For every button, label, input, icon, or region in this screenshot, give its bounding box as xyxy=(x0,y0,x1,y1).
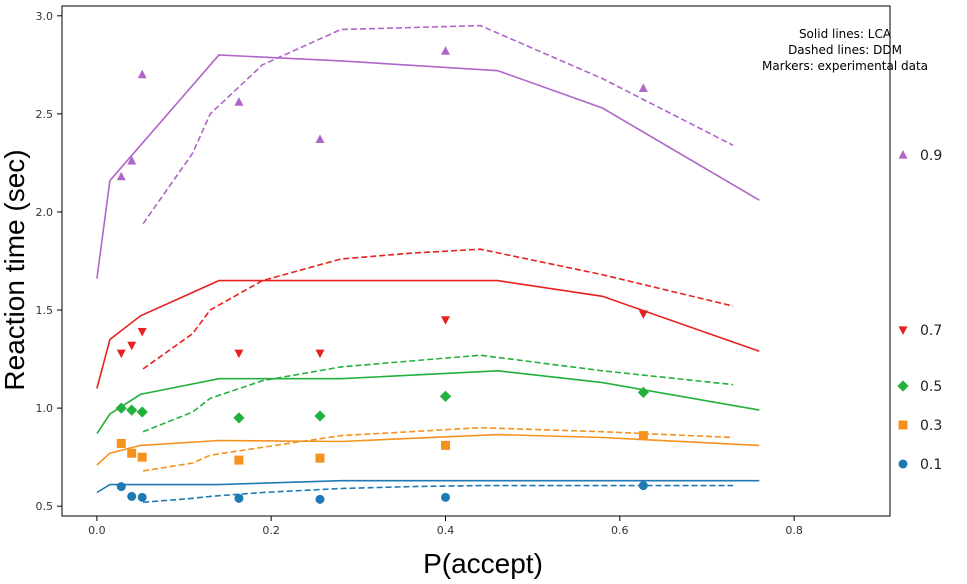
series-0.1 xyxy=(96,479,760,504)
x-axis-label: P(accept) xyxy=(423,548,543,579)
annotation-line: Solid lines: LCA xyxy=(799,27,892,41)
ddm-line xyxy=(142,354,734,433)
data-point xyxy=(233,412,245,424)
data-point xyxy=(234,493,244,503)
data-point xyxy=(127,341,137,351)
data-point xyxy=(638,83,648,92)
lca-line xyxy=(96,54,760,279)
data-point xyxy=(137,452,147,462)
data-point xyxy=(638,431,648,441)
x-axis-ticks: 0.0 0.2 0.4 0.6 0.8 xyxy=(88,516,803,537)
data-point xyxy=(234,455,244,465)
legend-marker xyxy=(898,150,908,159)
data-point xyxy=(440,440,450,450)
lca-line xyxy=(96,433,760,466)
data-point xyxy=(440,316,450,325)
annotation-line: Markers: experimental data xyxy=(762,59,928,73)
data-point xyxy=(439,390,452,402)
x-tick-label: 0.6 xyxy=(611,524,629,537)
data-point xyxy=(116,482,126,492)
data-point xyxy=(137,492,147,502)
plot-frame xyxy=(61,5,891,517)
legend-marker xyxy=(898,326,908,335)
ddm-line xyxy=(142,24,734,225)
y-tick-label: 0.5 xyxy=(36,500,54,513)
legend-label: 0.7 xyxy=(920,323,942,339)
legend-label: 0.9 xyxy=(920,148,942,164)
x-tick-label: 0.0 xyxy=(88,524,106,537)
lca-line xyxy=(96,369,760,435)
y-tick-label: 3.0 xyxy=(36,10,54,23)
legend-marker xyxy=(897,380,909,392)
data-point xyxy=(116,349,126,359)
annotation-box: Solid lines: LCA Dashed lines: DDM Markers… xyxy=(762,27,928,73)
legend-label: 0.3 xyxy=(920,418,942,434)
y-tick-label: 2.5 xyxy=(36,108,54,121)
data-point xyxy=(127,448,137,458)
data-point xyxy=(638,310,648,319)
data-point xyxy=(137,69,147,79)
data-point xyxy=(315,453,325,463)
y-tick-label: 1.0 xyxy=(36,402,54,415)
legend: 0.9 0.7 0.5 0.3 0.1 xyxy=(897,148,942,473)
legend-marker xyxy=(898,459,908,469)
lca-line xyxy=(96,279,760,389)
y-tick-label: 1.5 xyxy=(36,304,54,317)
data-point xyxy=(315,349,325,359)
annotation-line: Dashed lines: DDM xyxy=(788,43,902,57)
ddm-line xyxy=(143,484,734,504)
y-axis-ticks: 0.5 1.0 1.5 2.0 2.5 3.0 xyxy=(36,10,62,513)
data-point xyxy=(116,438,126,448)
y-axis-label: Reaction time (sec) xyxy=(0,149,30,390)
data-point xyxy=(315,494,325,504)
data-point xyxy=(116,171,126,181)
x-tick-label: 0.2 xyxy=(262,524,280,537)
series-0.3 xyxy=(96,426,760,472)
series-layer xyxy=(96,24,760,504)
data-point xyxy=(126,404,138,416)
data-point xyxy=(637,386,649,399)
data-point xyxy=(638,481,648,491)
data-point xyxy=(440,492,450,502)
data-point xyxy=(127,156,137,165)
data-point xyxy=(127,491,137,501)
data-point xyxy=(115,402,127,414)
legend-label: 0.5 xyxy=(920,379,942,395)
lca-line xyxy=(96,479,760,494)
data-point xyxy=(314,410,326,422)
data-point xyxy=(315,134,325,143)
series-0.7 xyxy=(96,248,760,389)
data-point xyxy=(440,46,450,55)
x-tick-label: 0.4 xyxy=(437,524,455,537)
series-0.5 xyxy=(96,354,760,435)
x-tick-label: 0.8 xyxy=(785,524,803,537)
data-point xyxy=(234,349,244,359)
series-0.9 xyxy=(96,24,760,279)
y-tick-label: 2.0 xyxy=(36,206,54,219)
ddm-line xyxy=(142,426,734,472)
legend-marker xyxy=(898,420,908,430)
legend-label: 0.1 xyxy=(920,457,942,473)
data-point xyxy=(234,97,244,106)
data-point xyxy=(137,328,147,337)
ddm-line xyxy=(142,248,734,370)
data-point xyxy=(136,406,148,418)
